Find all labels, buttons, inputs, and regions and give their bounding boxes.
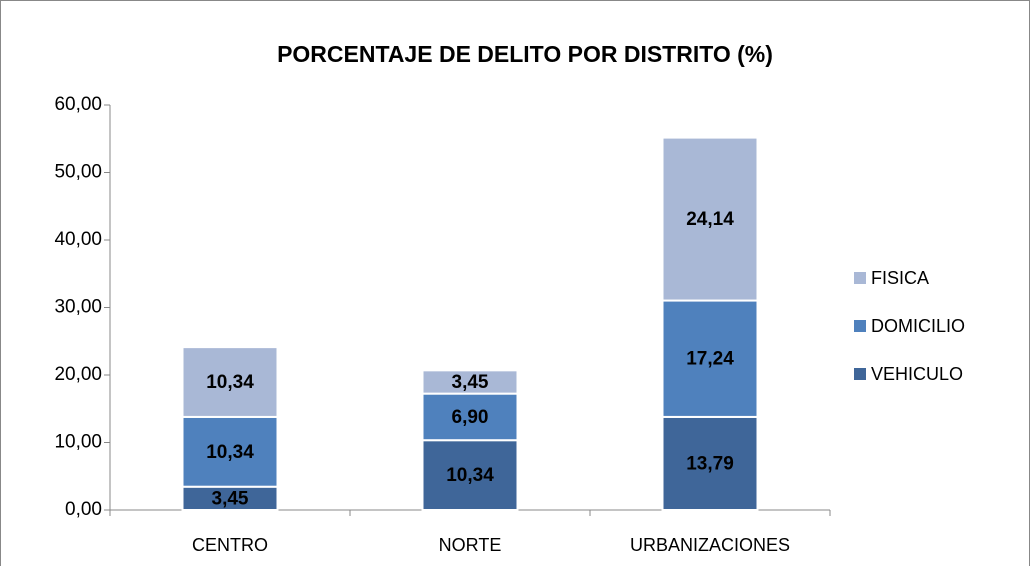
- legend-swatch: [854, 272, 866, 284]
- data-label: 3,45: [212, 488, 249, 509]
- legend-swatch: [854, 368, 866, 380]
- bar-segment: [181, 415, 279, 488]
- bar-segment: [661, 415, 759, 512]
- legend-label: FISICA: [871, 268, 929, 288]
- bar-segment: [661, 136, 759, 302]
- bar-segment: [421, 439, 519, 511]
- y-tick-label: 30,00: [54, 297, 102, 318]
- legend-swatch: [854, 320, 866, 332]
- bar-segment: [421, 392, 519, 442]
- y-tick-label: 60,00: [54, 94, 102, 115]
- y-tick-label: 0,00: [65, 499, 102, 520]
- legend-label: DOMICILIO: [871, 316, 965, 336]
- y-tick-label: 10,00: [54, 432, 102, 453]
- x-tick-label: URBANIZACIONES: [630, 535, 790, 555]
- y-tick-label: 50,00: [54, 162, 102, 183]
- data-label: 13,79: [686, 453, 734, 474]
- bar-segment: [661, 299, 759, 418]
- legend-label: VEHICULO: [871, 364, 963, 384]
- data-label: 10,34: [446, 465, 494, 486]
- bar-segment: [421, 369, 519, 395]
- x-tick-label: CENTRO: [192, 535, 268, 555]
- data-label: 6,90: [452, 407, 489, 428]
- y-tick-label: 20,00: [54, 364, 102, 385]
- data-label: 10,34: [206, 442, 254, 463]
- y-tick-label: 40,00: [54, 229, 102, 250]
- data-label: 17,24: [686, 349, 734, 370]
- data-label: 3,45: [452, 372, 489, 393]
- data-label: 24,14: [686, 209, 734, 230]
- chart-title: PORCENTAJE DE DELITO POR DISTRITO (%): [277, 41, 773, 67]
- bar-segment: [181, 346, 279, 418]
- data-label: 10,34: [206, 372, 254, 393]
- x-tick-label: NORTE: [439, 535, 502, 555]
